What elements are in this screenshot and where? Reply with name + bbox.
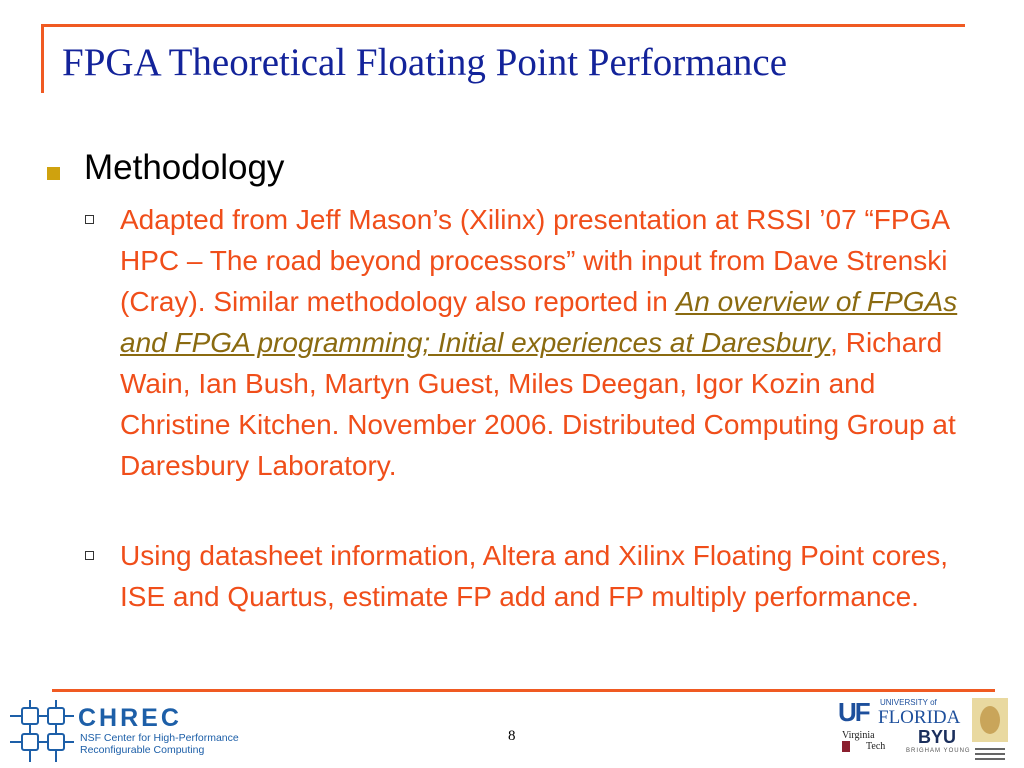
title-rule <box>41 24 965 27</box>
sub-bullet-square-icon <box>85 551 94 560</box>
sub-bullet-text: , Richard Wain, Ian Bush, Martyn Guest, … <box>120 327 956 481</box>
chrec-logo: CHREC NSF Center for High-Performance Re… <box>8 700 239 767</box>
chrec-name: CHREC <box>78 704 182 732</box>
uf-university: UNIVERSITY of <box>880 698 937 707</box>
footer-rule <box>52 689 995 692</box>
virginia-tech-logo: Virginia Tech <box>842 730 885 752</box>
slide-title: FPGA Theoretical Floating Point Performa… <box>62 41 788 84</box>
byu-subtitle: BRIGHAM YOUNG <box>906 748 971 754</box>
bullet-methodology: Methodology <box>84 148 285 187</box>
page-number: 8 <box>508 728 516 744</box>
vt-line2: Tech <box>842 741 885 752</box>
sub-bullet-2: Using datasheet information, Altera and … <box>120 535 985 617</box>
bullet-square-icon <box>47 167 60 180</box>
chrec-tagline: NSF Center for High-Performance <box>80 732 239 744</box>
uf-logo: UF UNIVERSITY of FLORIDA <box>838 697 960 728</box>
chrec-tagline: Reconfigurable Computing <box>80 744 205 756</box>
title-rule-vertical <box>41 24 44 93</box>
gwu-logo <box>972 698 1008 760</box>
reference-link[interactable]: An overview of FPGAs and FPGA programmin… <box>120 286 958 358</box>
sub-bullet-text: Using datasheet information, Altera and … <box>120 540 949 612</box>
uf-mark: UF <box>838 697 871 727</box>
chrec-circuit-icon <box>10 700 74 762</box>
sub-bullet-text: Adapted from Jeff Mason’s (Xilinx) prese… <box>120 204 949 317</box>
uf-florida: FLORIDA <box>878 707 961 728</box>
sub-bullet-1: Adapted from Jeff Mason’s (Xilinx) prese… <box>120 199 985 486</box>
byu-logo: BYU <box>918 727 957 747</box>
vt-line1: Virginia <box>842 730 875 741</box>
sub-bullet-square-icon <box>85 215 94 224</box>
